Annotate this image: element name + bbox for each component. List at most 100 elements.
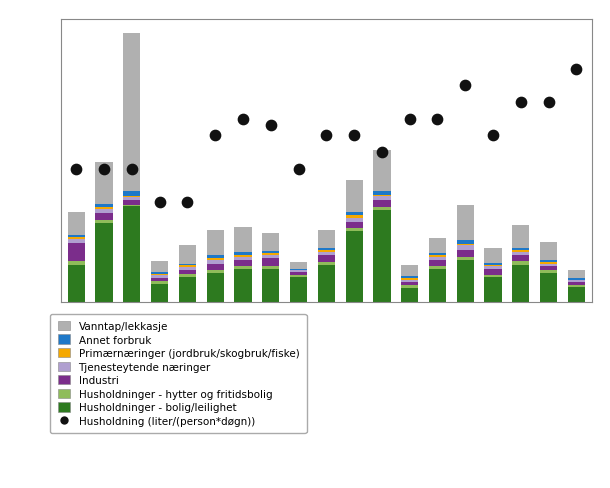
Bar [373,195,390,197]
Bar [290,271,307,273]
Bar [95,209,113,213]
Bar [568,287,585,303]
Bar [401,280,418,283]
Bar [429,255,446,258]
Bar [540,263,558,264]
Bar [401,283,418,286]
Bar [179,245,196,264]
Bar [373,201,390,208]
Bar [207,261,224,264]
Bar [95,220,113,224]
Bar [234,267,251,269]
Point [350,132,359,140]
Bar [345,228,363,232]
Bar [179,264,196,266]
Bar [123,34,140,192]
Bar [207,264,224,270]
Bar [179,274,196,278]
Bar [373,192,390,195]
Bar [512,262,529,265]
Bar [484,267,501,269]
Bar [234,227,251,253]
Bar [207,273,224,303]
Bar [262,269,279,303]
Bar [179,278,196,303]
Bar [429,258,446,261]
Bar [457,261,474,303]
Bar [262,233,279,252]
Point [99,165,109,173]
Bar [568,286,585,287]
Bar [429,253,446,255]
Point [405,116,415,123]
Bar [512,248,529,251]
Bar [373,197,390,201]
Bar [512,256,529,262]
Bar [151,274,168,276]
Point [210,132,220,140]
Point [377,149,387,157]
Bar [373,211,390,303]
Bar [234,258,251,261]
Point [321,132,331,140]
Bar [151,276,168,279]
Bar [234,261,251,267]
Bar [429,239,446,253]
Bar [512,225,529,248]
Bar [512,253,529,256]
Point [127,165,137,173]
Bar [68,265,85,303]
Bar [207,270,224,273]
Point [71,165,81,173]
Bar [540,267,558,271]
Bar [151,262,168,273]
Bar [290,269,307,270]
Bar [457,250,474,258]
Point [488,132,498,140]
Bar [95,208,113,209]
Bar [318,248,335,250]
Bar [123,192,140,197]
Bar [345,181,363,213]
Bar [373,150,390,192]
Bar [345,219,363,223]
Bar [457,246,474,250]
Bar [123,207,140,303]
Bar [318,265,335,303]
Bar [151,279,168,282]
Bar [429,269,446,303]
Bar [345,232,363,303]
Point [155,199,165,206]
Bar [179,270,196,274]
Bar [345,213,363,216]
Bar [262,255,279,259]
Bar [373,208,390,211]
Bar [234,255,251,258]
Bar [123,205,140,207]
Bar [540,261,558,263]
Bar [290,278,307,303]
Point [238,116,248,123]
Bar [262,253,279,255]
Bar [318,253,335,256]
Bar [568,270,585,279]
Bar [512,265,529,303]
Bar [345,216,363,219]
Bar [68,262,85,265]
Bar [68,236,85,238]
Bar [484,248,501,264]
Bar [484,269,501,275]
Bar [429,261,446,267]
Bar [262,252,279,253]
Bar [95,163,113,204]
Bar [457,258,474,261]
Bar [68,213,85,236]
Bar [484,275,501,278]
Bar [540,271,558,273]
Point [516,99,526,107]
Bar [484,278,501,303]
Bar [318,263,335,265]
Bar [540,243,558,261]
Bar [540,273,558,303]
Point [266,122,276,130]
